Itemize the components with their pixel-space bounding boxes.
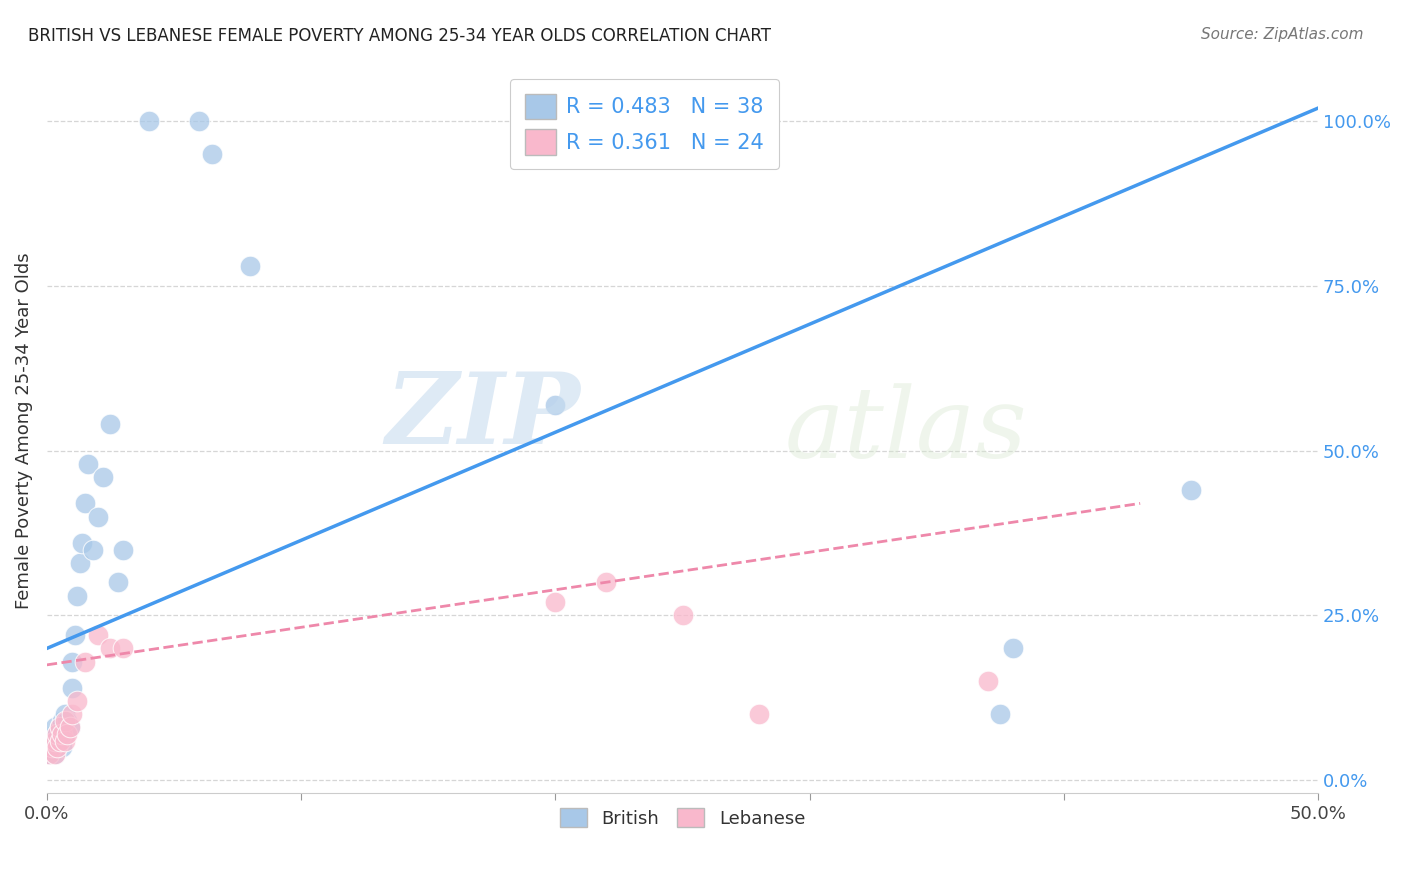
Y-axis label: Female Poverty Among 25-34 Year Olds: Female Poverty Among 25-34 Year Olds [15, 252, 32, 609]
Point [53, 714, 76, 728]
Point [1180, 483, 1202, 498]
Point [51, 714, 73, 728]
Point [69, 556, 91, 570]
Point [59, 721, 82, 735]
Point [60, 681, 83, 695]
Text: ZIP: ZIP [385, 368, 581, 465]
Point [1002, 641, 1025, 656]
Point [73, 655, 96, 669]
Point [100, 641, 122, 656]
Point [748, 707, 770, 722]
Point [41, 740, 63, 755]
Point [239, 259, 262, 273]
Point [87, 509, 110, 524]
Point [51, 740, 73, 755]
Text: BRITISH VS LEBANESE FEMALE POVERTY AMONG 25-34 YEAR OLDS CORRELATION CHART: BRITISH VS LEBANESE FEMALE POVERTY AMONG… [28, 27, 770, 45]
Point [66, 589, 89, 603]
Point [53, 727, 76, 741]
Point [91, 470, 114, 484]
Point [46, 727, 69, 741]
Point [56, 714, 79, 728]
Point [112, 641, 135, 656]
Point [544, 398, 567, 412]
Point [44, 733, 66, 747]
Point [671, 608, 693, 623]
Point [73, 496, 96, 510]
Point [201, 147, 224, 161]
Point [60, 707, 83, 722]
Point [46, 740, 69, 755]
Text: Source: ZipAtlas.com: Source: ZipAtlas.com [1201, 27, 1364, 42]
Point [82, 542, 104, 557]
Point [48, 733, 70, 747]
Point [63, 628, 86, 642]
Point [46, 740, 69, 755]
Point [53, 733, 76, 747]
Point [44, 747, 66, 761]
Point [38, 747, 60, 761]
Point [48, 721, 70, 735]
Point [48, 721, 70, 735]
Point [66, 694, 89, 708]
Point [112, 542, 135, 557]
Point [72, 536, 94, 550]
Point [44, 747, 66, 761]
Point [60, 655, 83, 669]
Point [87, 628, 110, 642]
Point [976, 674, 998, 689]
Legend: British, Lebanese: British, Lebanese [553, 801, 813, 835]
Point [544, 595, 567, 609]
Point [46, 727, 69, 741]
Point [595, 575, 617, 590]
Point [44, 721, 66, 735]
Point [48, 733, 70, 747]
Point [56, 727, 79, 741]
Text: atlas: atlas [785, 384, 1026, 479]
Point [59, 721, 82, 735]
Point [38, 747, 60, 761]
Point [41, 733, 63, 747]
Point [41, 740, 63, 755]
Point [138, 114, 160, 128]
Point [988, 707, 1011, 722]
Point [107, 575, 129, 590]
Point [53, 707, 76, 722]
Point [51, 727, 73, 741]
Point [44, 727, 66, 741]
Point [76, 457, 98, 471]
Point [188, 114, 211, 128]
Point [100, 417, 122, 432]
